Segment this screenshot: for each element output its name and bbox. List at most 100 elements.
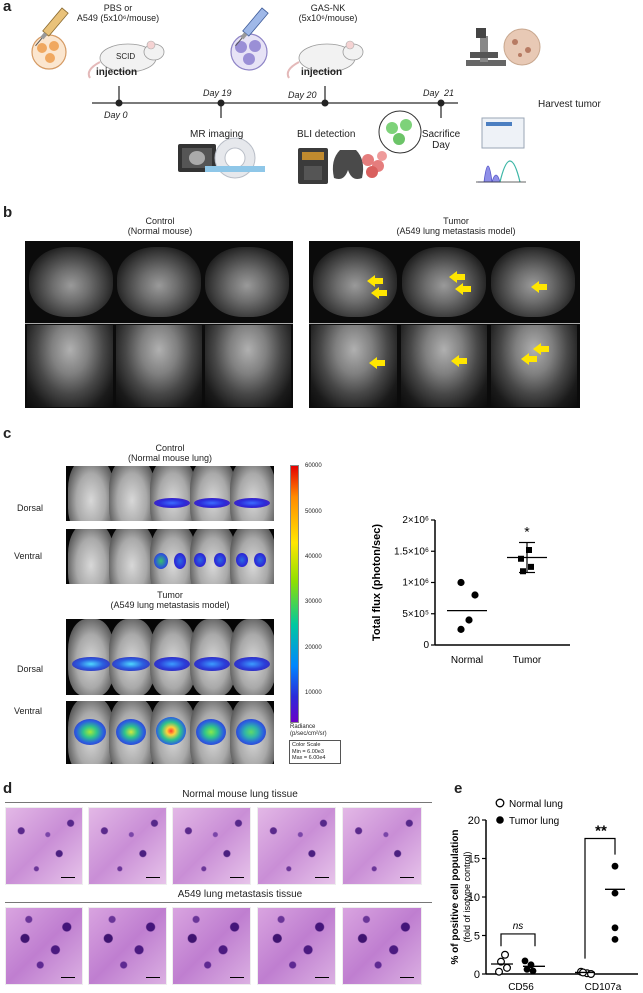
scale-bar (315, 977, 329, 978)
y-axis-label-2: (fold of isotype control) (462, 851, 472, 942)
lung-icon (332, 150, 364, 179)
timeline-diagram (31, 7, 541, 184)
scid-label: SCID (116, 52, 136, 61)
histology-tumor-3 (172, 907, 251, 985)
mri-scanner-icon (178, 137, 265, 179)
x-tick-label: Normal (451, 655, 483, 666)
scale-bar (400, 877, 414, 878)
y-axis-label: % of positive cell population (450, 829, 461, 964)
y-tick-label: 0 (423, 640, 429, 651)
syringe-icon (35, 7, 69, 47)
flow-cytometer-icon (481, 117, 525, 149)
microscope-icon (466, 28, 506, 66)
histology-tumor-5 (342, 907, 422, 985)
significance-annotation: * (524, 524, 530, 540)
bli-tumor-title: Tumor (A549 lung metastasis model) (110, 590, 230, 610)
row-label-ventral-2: Ventral (14, 706, 43, 716)
left-treatment-label: PBS or A549 (5x10⁶/mouse) (76, 3, 160, 23)
tumor-cells-icon (362, 151, 387, 178)
legend-marker-tumor (496, 816, 504, 824)
data-point-tumor (520, 568, 526, 575)
total-flux-chart: 0 5×10⁵ 1×10⁶ 1.5×10⁶ 2×10⁶ Total flux (photo… (371, 515, 570, 666)
histology-normal-4 (257, 807, 336, 885)
right-injection-label: injection (301, 67, 343, 78)
y-tick-label: 1.5×10⁶ (394, 546, 429, 557)
scale-bar (230, 977, 244, 978)
bli-imager-icon (298, 148, 328, 184)
mouse-icon (87, 40, 165, 79)
bli-tumor-dorsal-image (66, 619, 274, 695)
panel-d-letter: d (3, 780, 13, 797)
panel-a-letter: a (3, 0, 12, 15)
x-tick-label: Tumor (513, 655, 542, 666)
y-tick-label: 20 (468, 815, 480, 827)
mri-control-image (25, 241, 293, 408)
y-tick-label: 15 (468, 854, 480, 866)
data-point-normal (471, 591, 479, 599)
data-point-tumor (528, 563, 534, 570)
histology-tumor-2 (88, 907, 167, 985)
scale-bar (61, 977, 75, 978)
bli-detection-label: BLI detection (297, 129, 356, 140)
scale-bar (230, 877, 244, 878)
data-point-normal-cd56 (494, 967, 503, 976)
histogram-icon (476, 160, 526, 183)
cell-dish-icon (31, 34, 67, 70)
normal-tissue-title: Normal mouse lung tissue (182, 789, 298, 800)
y-tick-label: 10 (468, 892, 480, 904)
data-point-tumor-cd107a (611, 924, 619, 932)
data-point-normal (465, 616, 473, 624)
colorbar-tick-40000: 40000 (305, 554, 322, 560)
panel-e-letter: e (454, 780, 463, 797)
data-point-tumor-cd56 (529, 967, 537, 975)
colorbar-tick-60000: 60000 (305, 463, 322, 469)
histology-tumor-4 (257, 907, 336, 985)
ns-bracket (500, 933, 536, 947)
data-point-normal (457, 625, 465, 633)
tissue-icon (503, 28, 541, 66)
day-20-label: Day 20 (288, 90, 317, 100)
histology-normal-2 (88, 807, 167, 885)
right-treatment-label: GAS-NK (5x10⁶/mouse) (298, 3, 358, 23)
color-scale-box: Color Scale Min = 6.00e3 Max = 6.00e4 (289, 740, 341, 764)
row-label-dorsal-2: Dorsal (17, 664, 44, 674)
cd-marker-chart: 0 5 10 15 20 % of positive cell population (fo… (450, 798, 638, 993)
left-injection-label: injection (96, 67, 138, 78)
data-point-normal-cd56 (500, 950, 509, 959)
y-tick-label: 0 (474, 969, 480, 981)
row-label-ventral-1: Ventral (14, 551, 43, 561)
mri-tumor-image (309, 241, 580, 408)
data-point-normal (457, 578, 465, 587)
legend-marker-normal (495, 798, 505, 808)
legend-label-normal: Normal lung (509, 799, 563, 810)
scale-bar (61, 877, 75, 878)
colorbar-tick-20000: 20000 (305, 645, 322, 651)
bli-control-title: Control (Normal mouse lung) (127, 443, 213, 463)
x-tick-label: CD107a (585, 982, 622, 993)
panel-b-letter: b (3, 204, 13, 221)
data-point-tumor-cd107a (611, 862, 619, 870)
harvest-tumor-label: Harvest tumor (538, 99, 601, 110)
panel-c-letter: c (3, 425, 12, 442)
data-point-normal-cd107a (587, 970, 596, 979)
tumor-arrow-icons (367, 271, 549, 369)
significance-annotation: ** (595, 822, 607, 839)
data-point-normal-cd56 (502, 963, 511, 972)
x-tick-label: CD56 (508, 982, 534, 993)
tumor-tissue-title: A549 lung metastasis tissue (177, 889, 303, 900)
y-tick-label: 1×10⁶ (402, 578, 429, 589)
normal-title-divider (5, 802, 432, 803)
histology-normal-1 (5, 807, 83, 885)
y-tick-label: 2×10⁶ (402, 515, 429, 526)
bli-control-ventral-image (66, 529, 274, 584)
colorbar-tick-30000: 30000 (305, 599, 322, 605)
row-label-dorsal-1: Dorsal (17, 503, 44, 513)
data-point-tumor-cd107a (611, 889, 619, 897)
mr-imaging-label: MR imaging (190, 129, 244, 140)
sacrifice-label: Sacrifice Day (421, 129, 461, 151)
mri-control-title: Control (Normal mouse) (127, 216, 193, 236)
ns-annotation: ns (513, 921, 524, 932)
significance-bracket (584, 837, 616, 959)
syringe-icon-2 (235, 7, 269, 47)
scale-bar (315, 877, 329, 878)
